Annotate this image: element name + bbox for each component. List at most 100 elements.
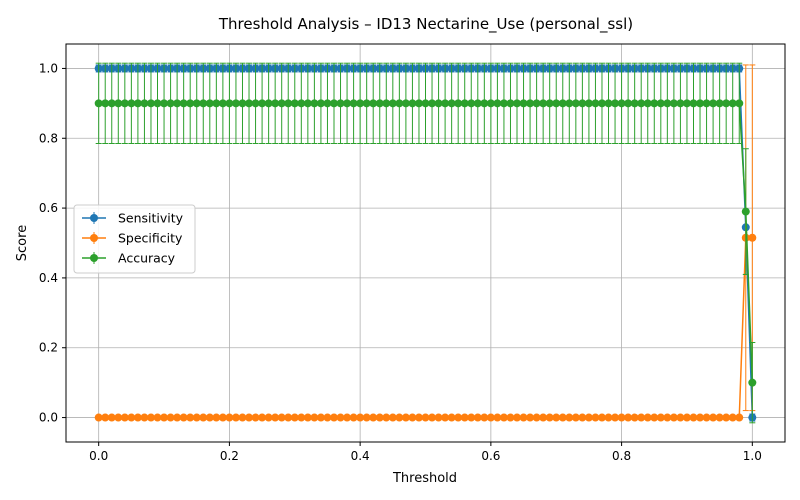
data-point: [604, 413, 613, 422]
data-point: [526, 99, 535, 108]
data-point: [421, 413, 430, 422]
data-point: [231, 413, 240, 422]
data-point: [676, 413, 685, 422]
data-point: [428, 413, 437, 422]
data-point: [728, 99, 737, 108]
data-point: [499, 99, 508, 108]
data-point: [205, 99, 214, 108]
data-point: [709, 413, 718, 422]
data-point: [408, 413, 417, 422]
data-point: [120, 413, 129, 422]
data-point: [146, 413, 155, 422]
data-point: [748, 233, 757, 242]
data-point: [735, 99, 744, 108]
data-point: [663, 413, 672, 422]
data-point: [127, 413, 136, 422]
data-point: [297, 99, 306, 108]
data-point: [212, 99, 221, 108]
data-point: [597, 413, 606, 422]
data-point: [630, 99, 639, 108]
data-point: [277, 413, 286, 422]
data-point: [447, 99, 456, 108]
data-point: [728, 413, 737, 422]
data-point: [388, 99, 397, 108]
data-point: [643, 99, 652, 108]
data-point: [160, 99, 169, 108]
data-point: [199, 99, 208, 108]
data-point: [277, 99, 286, 108]
data-point: [584, 413, 593, 422]
data-point: [722, 413, 731, 422]
data-point: [375, 99, 384, 108]
data-point: [519, 413, 528, 422]
data-point: [173, 413, 182, 422]
x-axis-label: Threshold: [392, 471, 457, 486]
data-point: [467, 413, 476, 422]
data-point: [539, 99, 548, 108]
data-point: [682, 99, 691, 108]
y-tick-label: 0.2: [39, 341, 58, 355]
data-point: [741, 207, 750, 216]
data-point: [467, 99, 476, 108]
data-point: [597, 99, 606, 108]
data-point: [506, 413, 515, 422]
legend-item: Sensitivity: [82, 211, 184, 226]
data-point: [578, 413, 587, 422]
data-point: [186, 413, 195, 422]
data-point: [539, 413, 548, 422]
data-point: [329, 413, 338, 422]
data-point: [369, 413, 378, 422]
data-point: [441, 413, 450, 422]
data-point: [441, 99, 450, 108]
data-point: [565, 413, 574, 422]
data-point: [571, 99, 580, 108]
data-point: [624, 413, 633, 422]
data-point: [369, 99, 378, 108]
data-point: [493, 413, 502, 422]
data-point: [238, 413, 247, 422]
data-point: [401, 99, 410, 108]
data-point: [611, 413, 620, 422]
legend-label: Accuracy: [118, 251, 176, 266]
data-point: [656, 99, 665, 108]
data-point: [611, 99, 620, 108]
plot-area: [94, 62, 757, 424]
data-point: [486, 99, 495, 108]
data-point: [565, 99, 574, 108]
data-point: [617, 413, 626, 422]
data-point: [310, 413, 319, 422]
data-point: [225, 413, 234, 422]
data-point: [748, 378, 757, 387]
data-point: [356, 99, 365, 108]
data-point: [284, 99, 293, 108]
data-point: [258, 413, 267, 422]
data-point: [212, 413, 221, 422]
x-tick-label: 0.4: [351, 449, 370, 463]
data-point: [473, 413, 482, 422]
data-point: [676, 99, 685, 108]
data-point: [591, 99, 600, 108]
data-point: [316, 413, 325, 422]
data-point: [395, 99, 404, 108]
data-point: [558, 413, 567, 422]
data-point: [133, 413, 142, 422]
data-point: [199, 413, 208, 422]
data-point: [558, 99, 567, 108]
data-point: [179, 413, 188, 422]
data-point: [356, 413, 365, 422]
data-point: [264, 413, 273, 422]
data-point: [709, 99, 718, 108]
data-point: [532, 99, 541, 108]
data-point: [722, 99, 731, 108]
data-point: [258, 99, 267, 108]
data-point: [303, 413, 312, 422]
data-point: [696, 413, 705, 422]
legend-box: [73, 204, 196, 274]
data-point: [179, 99, 188, 108]
data-point: [310, 99, 319, 108]
data-point: [218, 99, 227, 108]
data-point: [238, 99, 247, 108]
legend-marker: [90, 214, 98, 222]
data-point: [735, 413, 744, 422]
